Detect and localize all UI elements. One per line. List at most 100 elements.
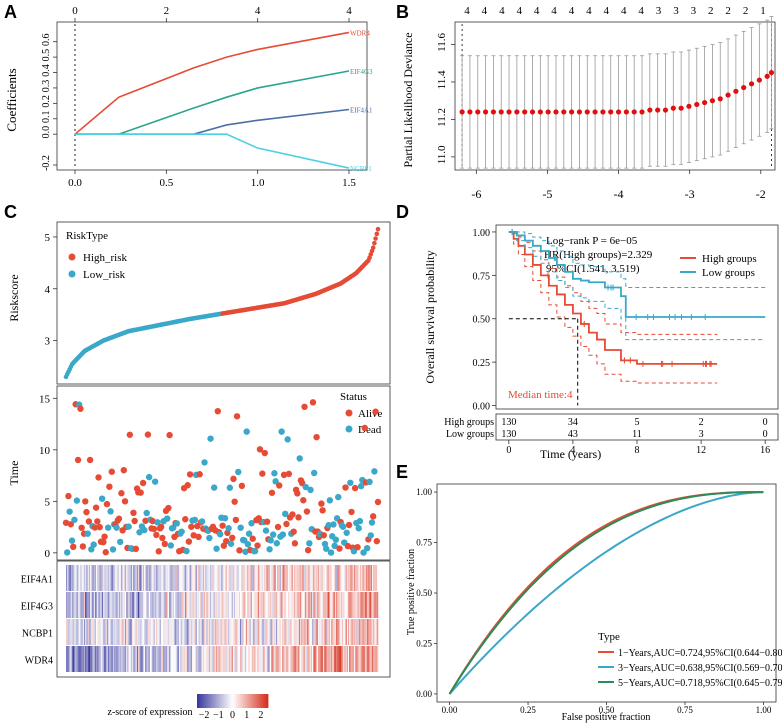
heatmap-cell [154, 592, 157, 618]
heatmap-cell [217, 592, 219, 618]
heatmap-cell [289, 592, 291, 618]
heatmap-cell [116, 565, 118, 591]
heatmap-cell [278, 565, 280, 591]
roc-legend-3y: 3−Years,AUC=0.638,95%CI(0.569−0.708) [618, 663, 782, 674]
heatmap-cell [218, 592, 220, 618]
heatmap-cell [144, 646, 146, 672]
heatmap-cell [333, 592, 336, 618]
heatmap-cell [145, 565, 147, 591]
heatmap-legend-swatch [204, 694, 207, 708]
heatmap-cell [147, 646, 150, 672]
heatmap-cell [327, 592, 330, 618]
heatmap-cell [272, 565, 274, 591]
heatmap-cell [112, 619, 115, 645]
cv-point [764, 73, 770, 79]
heatmap-cell [109, 619, 111, 645]
heatmap-cell [92, 619, 94, 645]
heatmap-cell [198, 646, 200, 672]
heatmap-cell [97, 646, 99, 672]
time-point-alive [342, 484, 349, 491]
heatmap-cell [169, 565, 171, 591]
heatmap-cell [106, 565, 109, 591]
heatmap-cell [348, 619, 350, 645]
heatmap-cell [176, 619, 178, 645]
panel-e-roc: True positive fraction False positive fr… [406, 483, 782, 723]
panel-b-ytick-label: 11.4 [436, 70, 448, 89]
heatmap-cell [372, 565, 374, 591]
heatmap-cell [328, 565, 331, 591]
heatmap-cell [358, 592, 361, 618]
heatmap-cell [204, 565, 206, 591]
heatmap-cell [109, 646, 111, 672]
heatmap-cell [121, 592, 123, 618]
heatmap-cell [350, 592, 352, 618]
heatmap-cell [241, 565, 243, 591]
time-point-alive [188, 523, 195, 530]
heatmap-cell [174, 565, 176, 591]
heatmap-cell [363, 592, 366, 618]
heatmap-cell [306, 592, 308, 618]
heatmap-cell [80, 619, 82, 645]
heatmap-cell [324, 619, 326, 645]
heatmap-cell [170, 592, 172, 618]
heatmap-cell [246, 646, 248, 672]
heatmap-cell [360, 619, 362, 645]
heatmap-cell [243, 592, 246, 618]
heatmap-cell [105, 565, 108, 591]
heatmap-cell [218, 565, 220, 591]
heatmap-cell [277, 565, 279, 591]
heatmap-cell [169, 592, 171, 618]
heatmap-cell [314, 646, 316, 672]
heatmap-cell [271, 565, 273, 591]
panel-letter-d: D [396, 202, 409, 222]
heatmap-cell [96, 592, 98, 618]
heatmap-cell [198, 592, 200, 618]
heatmap-cell [142, 592, 145, 618]
heatmap-cell [94, 646, 97, 672]
time-point-alive [67, 521, 75, 528]
heatmap-cell [129, 565, 132, 591]
heatmap-cell [284, 565, 286, 591]
heatmap-cell [193, 592, 195, 618]
heatmap-cell [234, 592, 236, 618]
heatmap-cell [201, 646, 204, 672]
time-point-alive [153, 531, 160, 539]
time-point-dead [323, 545, 330, 552]
cv-point [490, 109, 496, 115]
time-point-alive [132, 545, 140, 553]
panel-a-lasso-coefficients: Coefficients 0.0 0.5 1.0 1.5 0 2 4 4 -0.2 0.0 0.1 0… [4, 5, 373, 189]
heatmap-cell [294, 619, 296, 645]
heatmap-cell [201, 592, 204, 618]
heatmap-cell [328, 592, 331, 618]
heatmap-cell [85, 619, 87, 645]
heatmap-cell [229, 619, 231, 645]
heatmap-cell [361, 619, 363, 645]
heatmap-cell [152, 619, 154, 645]
heatmap-cell [249, 646, 252, 672]
heatmap-cell [344, 565, 346, 591]
heatmap-cell [330, 619, 332, 645]
heatmap-cell [286, 646, 289, 672]
time-point-dead [243, 428, 250, 435]
heatmap-cell [177, 592, 180, 618]
heatmap-cell [189, 592, 192, 618]
heatmap-cell [360, 646, 362, 672]
heatmap-cell [66, 646, 68, 672]
time-point-alive [344, 542, 352, 550]
heatmap-cell [146, 565, 148, 591]
heatmap-legend-swatch [225, 694, 228, 708]
heatmap-cell [320, 592, 322, 618]
heatmap-legend-tick: −1 [213, 710, 224, 721]
heatmap-cell [278, 592, 280, 618]
heatmap-cell [86, 646, 88, 672]
time-point-dead [248, 520, 255, 527]
cv-point [631, 109, 637, 115]
time-point-alive [374, 498, 382, 506]
heatmap-cell [332, 646, 334, 672]
heatmap-cell [286, 565, 289, 591]
heatmap-cell [122, 565, 124, 591]
heatmap-cell [214, 592, 217, 618]
heatmap-cell [244, 565, 247, 591]
heatmap-cell [162, 646, 164, 672]
time-point-dead [235, 468, 242, 476]
